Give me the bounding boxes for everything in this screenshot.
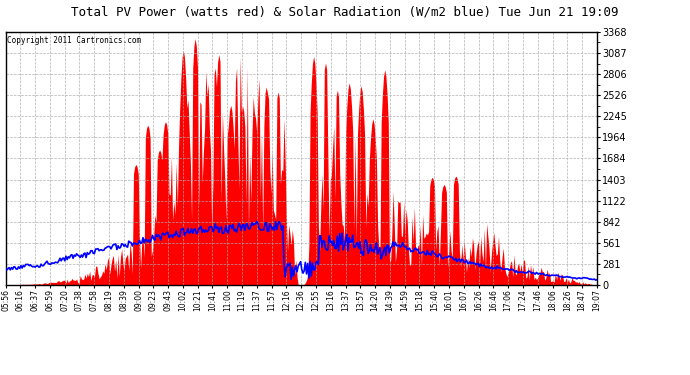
Text: Total PV Power (watts red) & Solar Radiation (W/m2 blue) Tue Jun 21 19:09: Total PV Power (watts red) & Solar Radia… [71, 6, 619, 19]
Text: Copyright 2011 Cartronics.com: Copyright 2011 Cartronics.com [7, 36, 141, 45]
